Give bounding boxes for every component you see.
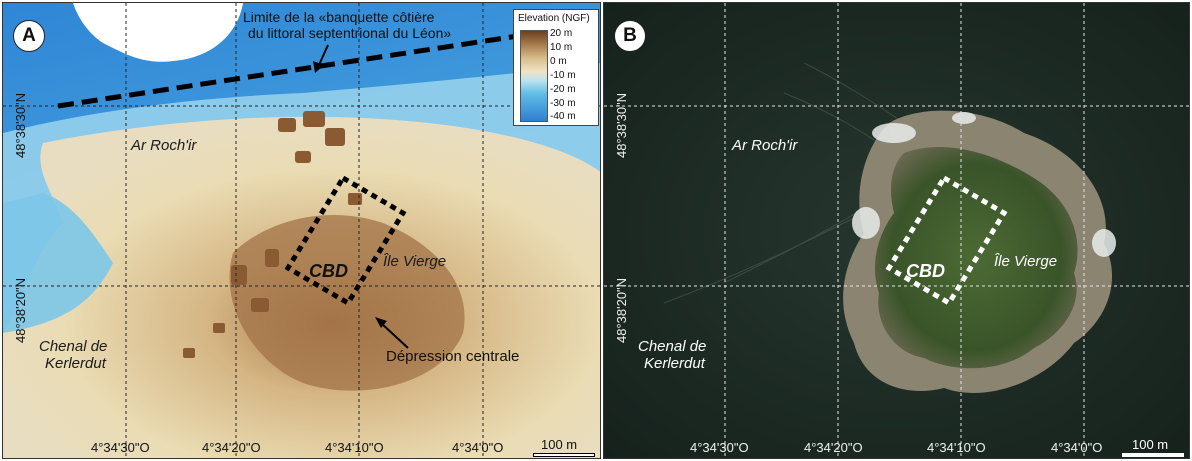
legend-tick: -30 m (550, 98, 576, 109)
scale-label: 100 m (1132, 437, 1169, 452)
lon-label: 4°34'10"O (927, 440, 986, 455)
scale-bar-line (533, 453, 595, 457)
lon-label: 4°34'0"O (452, 440, 504, 455)
panel-b-aerial-photo: B Ar Roch'ir CBD Île Vierge Chenal de Ke… (603, 2, 1190, 459)
lon-label: 4°34'30"O (91, 440, 150, 455)
legend-tick: -40 m (550, 111, 576, 122)
legend-title: Elevation (NGF) (518, 13, 590, 24)
place-ar-rochir: Ar Roch'ir (131, 137, 197, 154)
place-chenal-line2: Kerlerdut (644, 355, 705, 372)
lat-label: 48°38'20"N (13, 277, 28, 343)
panel-b-label: B (614, 20, 646, 52)
elevation-legend: Elevation (NGF) 20 m 10 m 0 m -10 m -20 … (513, 9, 599, 126)
aerial-photo-image (604, 3, 1189, 458)
place-chenal-line1: Chenal de (638, 338, 707, 355)
legend-tick: 0 m (550, 56, 567, 67)
place-cbd: CBD (906, 261, 945, 281)
bathymetry-map-image (3, 3, 600, 458)
place-chenal-line2: Kerlerdut (45, 355, 106, 372)
cbd-outline (284, 174, 407, 307)
banquette-boundary-line (57, 33, 519, 109)
lat-label: 48°38'30"N (614, 92, 629, 158)
place-ar-rochir: Ar Roch'ir (732, 137, 798, 154)
legend-tick: 10 m (550, 42, 573, 53)
legend-tick: 20 m (550, 28, 573, 39)
cbd-outline (885, 174, 1008, 307)
boundary-caption-line1: Limite de la «banquette côtière (243, 9, 435, 25)
legend-tick: -20 m (550, 84, 576, 95)
scale-bar: 100 m (1122, 437, 1184, 457)
lat-label: 48°38'20"N (614, 277, 629, 343)
panel-a-bathymetry-map: A Limite de la «banquette côtière du lit… (2, 2, 601, 459)
place-ile-vierge: Île Vierge (994, 253, 1058, 270)
panel-a-label: A (13, 20, 45, 52)
lon-label: 4°34'20"O (202, 440, 261, 455)
legend-color-ramp (520, 30, 548, 122)
lon-label: 4°34'10"O (325, 440, 384, 455)
lon-label: 4°34'20"O (804, 440, 863, 455)
depression-label: Dépression centrale (386, 348, 520, 365)
place-chenal-line1: Chenal de (39, 338, 108, 355)
scale-bar-line (1122, 453, 1184, 457)
lon-label: 4°34'30"O (690, 440, 749, 455)
boundary-caption-line2: du littoral septentrional du Léon» (248, 25, 452, 41)
legend-tick: -10 m (550, 70, 576, 81)
lon-label: 4°34'0"O (1051, 440, 1103, 455)
scale-label: 100 m (541, 437, 578, 452)
place-ile-vierge: Île Vierge (383, 253, 447, 270)
lat-label: 48°38'30"N (13, 92, 28, 158)
place-cbd: CBD (309, 261, 348, 281)
scale-bar: 100 m (533, 437, 595, 457)
